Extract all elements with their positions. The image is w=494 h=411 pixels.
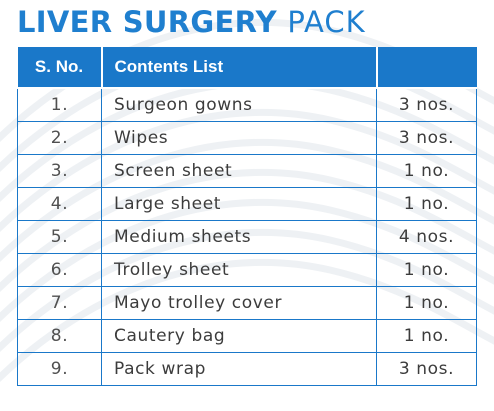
row-item: Surgeon gowns bbox=[101, 87, 377, 122]
table-row: 7. Mayo trolley cover 1 no. bbox=[17, 285, 477, 320]
row-serial: 5. bbox=[17, 219, 102, 254]
row-quantity: 1 no. bbox=[376, 153, 477, 188]
header-serial: S. No. bbox=[17, 47, 103, 89]
title-bold-part: LIVER SURGERY bbox=[17, 5, 277, 39]
row-serial: 4. bbox=[17, 186, 102, 221]
table-row: 1. Surgeon gowns 3 nos. bbox=[17, 87, 477, 122]
table-row: 5. Medium sheets 4 nos. bbox=[17, 219, 477, 254]
row-quantity: 3 nos. bbox=[376, 120, 477, 155]
row-quantity: 1 no. bbox=[376, 252, 477, 287]
title-light-part: PACK bbox=[287, 5, 366, 39]
row-serial: 7. bbox=[17, 285, 102, 320]
table-row: 6. Trolley sheet 1 no. bbox=[17, 252, 477, 287]
row-item: Medium sheets bbox=[101, 219, 377, 254]
table-row: 4. Large sheet 1 no. bbox=[17, 186, 477, 221]
row-item: Trolley sheet bbox=[101, 252, 377, 287]
row-quantity: 3 nos. bbox=[376, 87, 477, 122]
row-serial: 1. bbox=[17, 87, 102, 122]
row-serial: 3. bbox=[17, 153, 102, 188]
row-item: Wipes bbox=[101, 120, 377, 155]
row-item: Cautery bag bbox=[101, 318, 377, 353]
header-row: S. No. Contents List bbox=[17, 47, 477, 89]
page-title: LIVER SURGERY PACK bbox=[17, 4, 366, 40]
row-quantity: 1 no. bbox=[376, 318, 477, 353]
table-header: S. No. Contents List bbox=[17, 47, 477, 89]
row-quantity: 1 no. bbox=[376, 285, 477, 320]
header-quantity bbox=[375, 47, 477, 89]
row-quantity: 4 nos. bbox=[376, 219, 477, 254]
table-row: 9. Pack wrap 3 nos. bbox=[17, 351, 477, 386]
table-row: 2. Wipes 3 nos. bbox=[17, 120, 477, 155]
row-serial: 9. bbox=[17, 351, 102, 386]
row-item: Screen sheet bbox=[101, 153, 377, 188]
table-body: 1. Surgeon gowns 3 nos. 2. Wipes 3 nos. … bbox=[17, 87, 477, 386]
header-contents-list: Contents List bbox=[100, 47, 378, 89]
contents-table: S. No. Contents List 1. Surgeon gowns 3 … bbox=[17, 47, 477, 386]
row-item: Pack wrap bbox=[101, 351, 377, 386]
row-serial: 8. bbox=[17, 318, 102, 353]
row-serial: 6. bbox=[17, 252, 102, 287]
row-serial: 2. bbox=[17, 120, 102, 155]
row-item: Mayo trolley cover bbox=[101, 285, 377, 320]
row-quantity: 3 nos. bbox=[376, 351, 477, 386]
row-quantity: 1 no. bbox=[376, 186, 477, 221]
table-row: 8. Cautery bag 1 no. bbox=[17, 318, 477, 353]
table-row: 3. Screen sheet 1 no. bbox=[17, 153, 477, 188]
row-item: Large sheet bbox=[101, 186, 377, 221]
